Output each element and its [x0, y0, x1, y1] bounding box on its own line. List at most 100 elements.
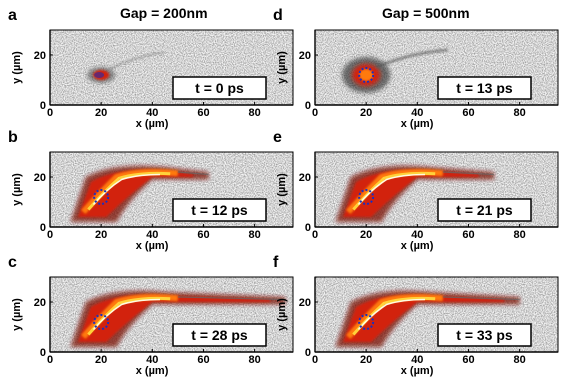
time-label: t = 13 ps: [456, 80, 513, 96]
plume-streak: [442, 171, 495, 176]
column-title-left: Gap = 200nm: [120, 5, 208, 21]
x-axis-title: x (µm): [401, 240, 434, 252]
panel-letter: d: [273, 7, 283, 24]
x-tick-label: 40: [146, 229, 158, 241]
y-tick-label: 20: [299, 172, 311, 184]
panel-b: 0 20 40 60 80 0 20 x (µm) y (µm) b t = 12 ps: [8, 129, 294, 252]
x-tick-label: 40: [146, 107, 158, 119]
x-tick-label: 80: [514, 229, 526, 241]
trail: [375, 48, 449, 69]
x-tick-label: 60: [197, 354, 209, 366]
y-tick-label: 0: [40, 222, 46, 234]
panel-letter: c: [8, 254, 17, 271]
x-tick-label: 40: [411, 354, 423, 366]
time-label-box: [172, 323, 267, 347]
glow-core: [359, 69, 374, 81]
excitation-ring: [358, 189, 375, 205]
x-tick-label: 40: [411, 229, 423, 241]
x-tick-label: 80: [249, 107, 261, 119]
x-axis-title: x (µm): [401, 118, 434, 130]
time-label: t = 0 ps: [195, 80, 244, 96]
hot-spot-core: [94, 72, 105, 78]
column-title-right: Gap = 500nm: [382, 5, 470, 21]
y-tick-label: 20: [34, 172, 46, 184]
y-axis-title: y (µm): [276, 173, 288, 206]
excitation-ring: [93, 314, 110, 330]
x-tick-label: 80: [514, 354, 526, 366]
panel-c: 0 20 40 60 80 0 20 x (µm) y (µm) c t = 28 ps: [8, 254, 294, 377]
time-label-box: [172, 76, 267, 100]
x-tick-label: 80: [514, 107, 526, 119]
excitation-ring: [358, 314, 375, 330]
x-tick-label: 0: [47, 229, 53, 241]
panel-f: 0 20 40 60 80 0 20 x (µm) y (µm) f t = 33 ps: [273, 254, 559, 377]
time-label-box: [437, 198, 532, 222]
y-tick-label: 20: [299, 50, 311, 62]
faint-trail: [108, 51, 166, 70]
x-tick-label: 60: [462, 107, 474, 119]
plume-red: [78, 295, 270, 342]
panel-letter: a: [8, 7, 17, 24]
x-tick-label: 0: [312, 107, 318, 119]
y-tick-label: 20: [34, 297, 46, 309]
y-tick-label: 0: [305, 100, 311, 112]
plume-streak: [177, 171, 209, 176]
x-tick-label: 20: [95, 107, 107, 119]
plume-core: [357, 173, 425, 206]
time-label: t = 12 ps: [191, 202, 248, 218]
x-tick-label: 0: [312, 229, 318, 241]
x-tick-label: 40: [411, 107, 423, 119]
time-label: t = 21 ps: [456, 202, 513, 218]
panel-letter: b: [8, 129, 18, 146]
y-axis-title: y (µm): [11, 298, 23, 331]
x-tick-label: 60: [462, 354, 474, 366]
y-tick-label: 0: [40, 347, 46, 359]
plume-red: [78, 170, 194, 217]
x-tick-label: 20: [95, 229, 107, 241]
panel-e: 0 20 40 60 80 0 20 x (µm) y (µm) e t = 21 ps: [273, 129, 559, 252]
x-tick-label: 60: [197, 107, 209, 119]
y-tick-label: 0: [305, 347, 311, 359]
x-tick-label: 80: [249, 354, 261, 366]
x-axis-title: x (µm): [136, 365, 169, 377]
y-axis-title: y (µm): [276, 51, 288, 84]
plume-core: [92, 173, 160, 206]
x-tick-label: 20: [360, 107, 372, 119]
y-tick-label: 20: [299, 297, 311, 309]
y-tick-label: 20: [34, 50, 46, 62]
y-tick-label: 0: [40, 100, 46, 112]
x-tick-label: 0: [47, 354, 53, 366]
excitation-ring: [93, 189, 110, 205]
excitation-ring: [358, 67, 375, 83]
panel-a: 0 20 40 60 80 0 20 x (µm) y (µm) a t = 0 ps: [8, 7, 294, 130]
plume-streak: [177, 296, 286, 301]
x-axis-title: x (µm): [136, 118, 169, 130]
x-tick-label: 60: [462, 229, 474, 241]
time-label: t = 28 ps: [191, 327, 248, 343]
y-axis-title: y (µm): [276, 298, 288, 331]
panel-letter: e: [273, 129, 282, 146]
x-tick-label: 60: [197, 229, 209, 241]
y-tick-label: 0: [305, 222, 311, 234]
y-axis-title: y (µm): [11, 173, 23, 206]
time-label-box: [437, 76, 532, 100]
x-tick-label: 20: [95, 354, 107, 366]
plume-core: [92, 298, 160, 331]
x-axis-title: x (µm): [401, 365, 434, 377]
x-tick-label: 0: [312, 354, 318, 366]
panel-d: 0 20 40 60 80 0 20 x (µm) y (µm) d t = 13 ps: [273, 7, 559, 130]
x-tick-label: 80: [249, 229, 261, 241]
panel-letter: f: [273, 254, 279, 271]
x-tick-label: 40: [146, 354, 158, 366]
plume-streak: [442, 296, 520, 301]
plume-core: [357, 298, 425, 331]
x-axis-title: x (µm): [136, 240, 169, 252]
time-label-box: [172, 198, 267, 222]
time-label: t = 33 ps: [456, 327, 513, 343]
y-axis-title: y (µm): [11, 51, 23, 84]
x-tick-label: 20: [360, 229, 372, 241]
x-tick-label: 0: [47, 107, 53, 119]
time-label-box: [437, 323, 532, 347]
x-tick-label: 20: [360, 354, 372, 366]
